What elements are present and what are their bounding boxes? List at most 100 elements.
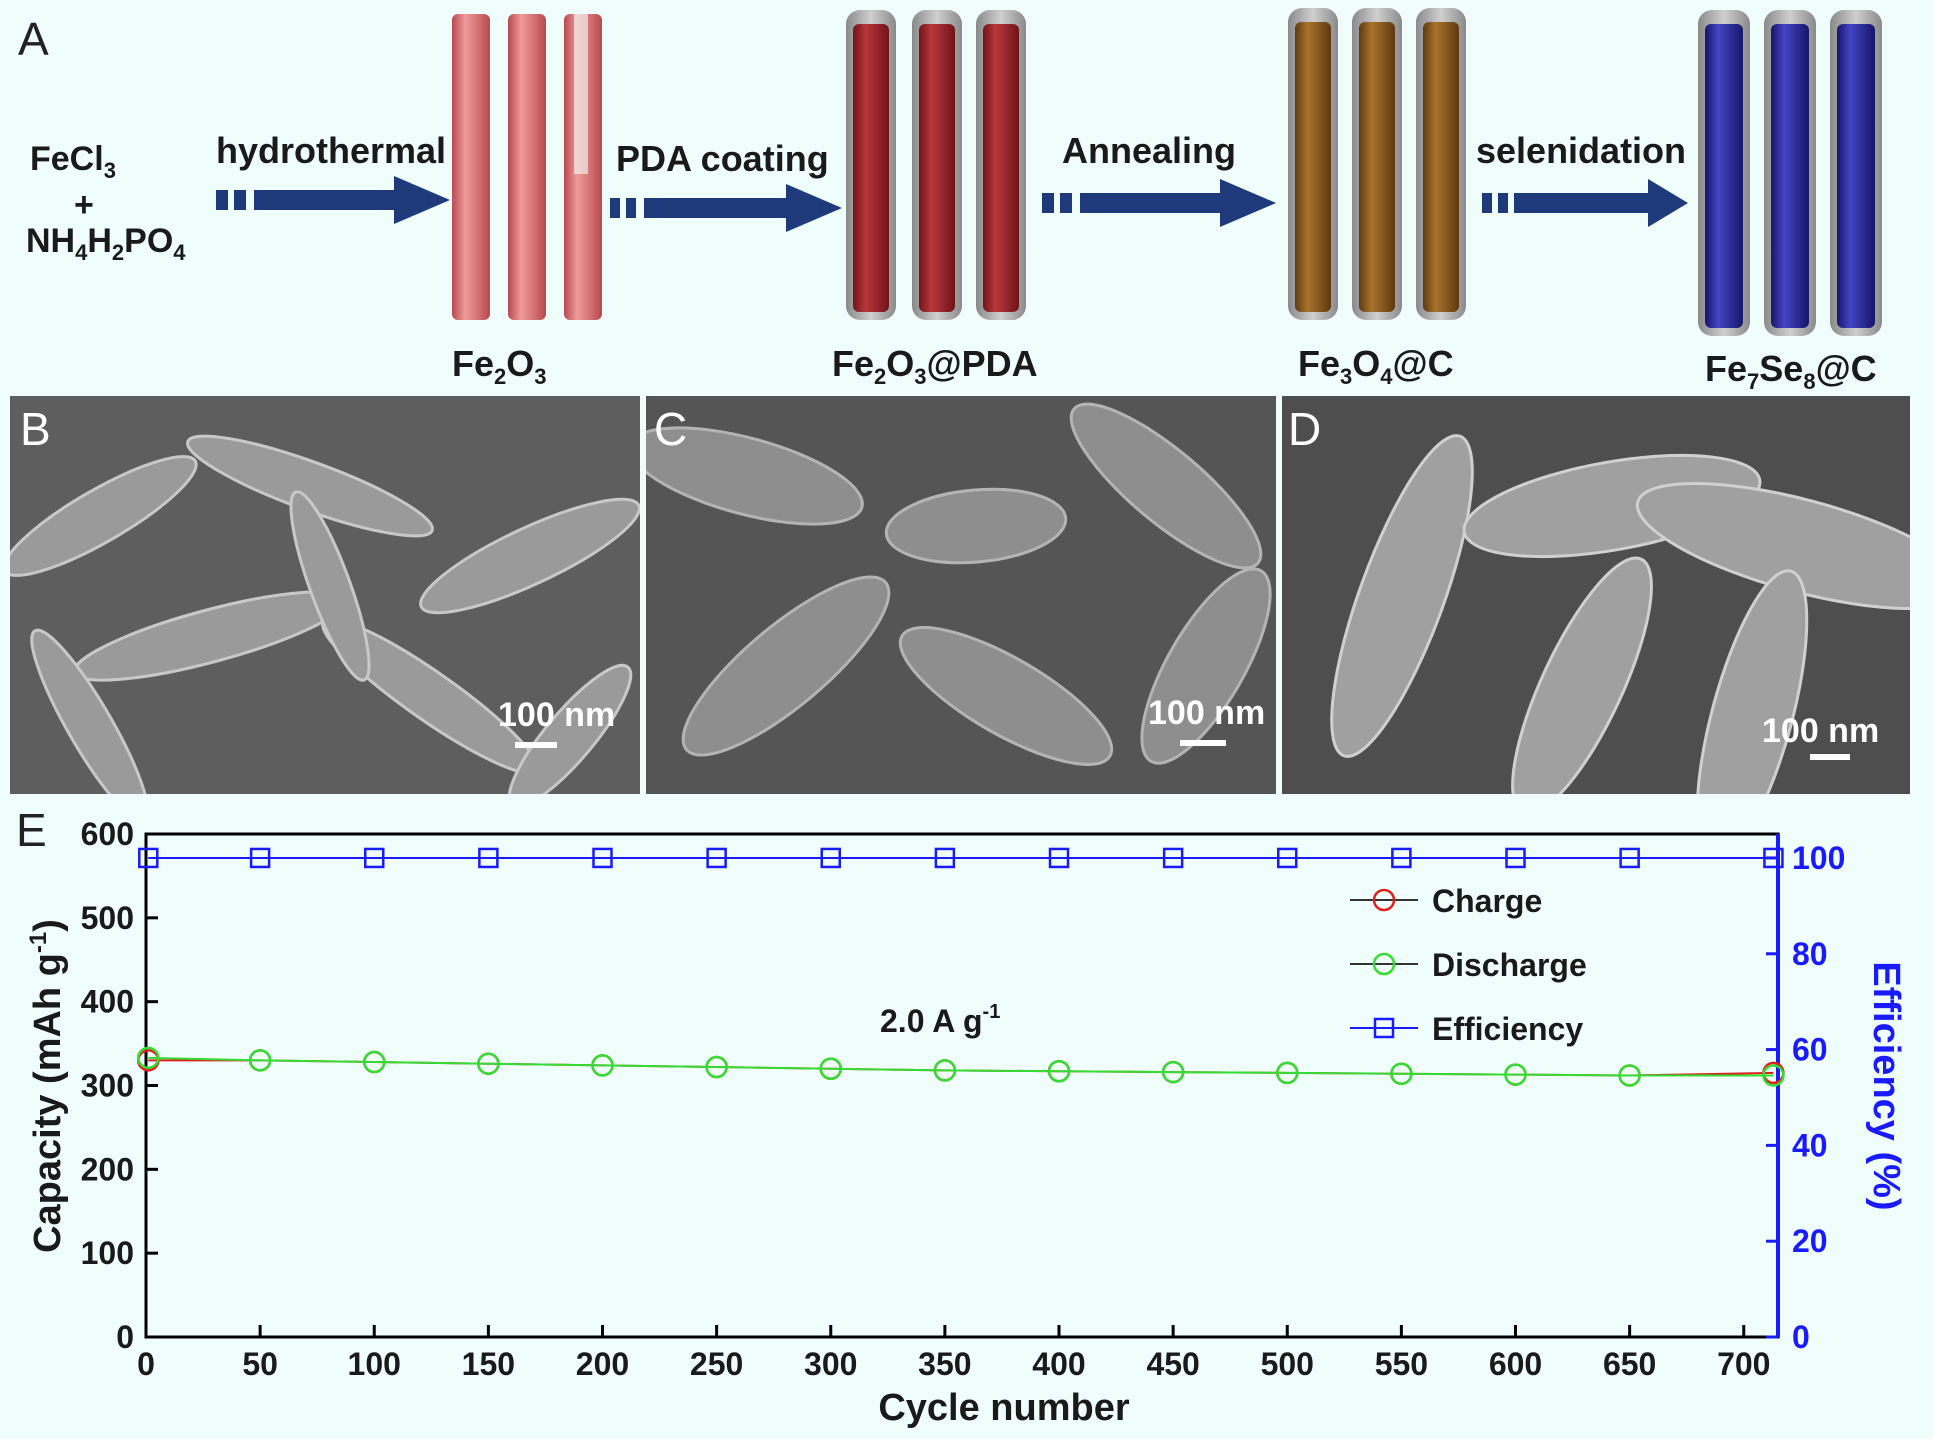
- sem-image-b: B 100 nm: [10, 396, 640, 794]
- data-point-efficiency: [820, 847, 842, 869]
- nh4h2po4-part1: NH: [26, 222, 76, 260]
- y-left-tick-label: 100: [81, 1235, 134, 1271]
- step-label-annealing: Annealing: [1062, 130, 1237, 171]
- x-tick-label: 100: [348, 1346, 401, 1382]
- y-left-label-sup: -1: [25, 932, 52, 953]
- precursor-fecl3-sub: 3: [103, 157, 116, 183]
- step-label-selenidation: selenidation: [1476, 130, 1687, 171]
- nh4h2po4-part2: H: [87, 222, 112, 260]
- sem-image-c: C 100 nm: [646, 396, 1276, 794]
- x-tick-label: 250: [690, 1346, 743, 1382]
- legend-marker-efficiency: [1373, 1017, 1395, 1039]
- fe3o4c-s2: 4: [1380, 364, 1393, 390]
- y-axis-label-left: Capacity (mAh g-1): [25, 919, 69, 1253]
- y-right-tick-label: 20: [1792, 1223, 1828, 1259]
- nh4h2po4-sub2: 2: [111, 239, 125, 265]
- data-point-discharge: [248, 1049, 272, 1072]
- fe2o3pda-s1: 2: [874, 364, 887, 390]
- y-left-tick-label: 400: [81, 984, 134, 1020]
- rods-fe2o3: [452, 14, 602, 320]
- fe2o3pda-s2: 3: [914, 364, 927, 390]
- data-point-discharge: [933, 1059, 957, 1082]
- precursor-fecl3: FeCl3: [30, 140, 116, 184]
- rods-fe2o3-pda: [846, 10, 1026, 320]
- y-left-tick-label: 0: [116, 1319, 134, 1355]
- x-tick-label: 450: [1146, 1346, 1199, 1382]
- panel-letter-c: C: [654, 403, 688, 455]
- legend-item-efficiency: Efficiency: [1350, 1011, 1583, 1047]
- nh4h2po4-sub1: 4: [75, 239, 88, 265]
- y-left-tick-label: 600: [81, 816, 134, 852]
- nh4h2po4-part3: PO: [124, 222, 174, 260]
- data-point-efficiency: [1391, 847, 1412, 869]
- annotation-main: 2.0 A g: [880, 1003, 983, 1039]
- product-label-fe2o3-pda: Fe2O3@PDA: [832, 343, 1038, 390]
- data-point-efficiency: [1048, 847, 1070, 869]
- x-tick-label: 50: [242, 1346, 278, 1382]
- data-point-efficiency: [138, 847, 159, 869]
- step-label-hydrothermal: hydrothermal: [216, 130, 447, 171]
- y-right-tick-label: 80: [1792, 936, 1828, 972]
- data-point-discharge: [1390, 1062, 1413, 1086]
- fe7se8c-p2: Se: [1759, 348, 1804, 389]
- annotation-sup: -1: [983, 1001, 1001, 1023]
- x-tick-label: 350: [918, 1346, 971, 1382]
- y-left-label-end: ): [27, 919, 69, 932]
- sem-texture-d: [1282, 396, 1910, 794]
- x-tick-label: 500: [1261, 1346, 1314, 1382]
- scale-bar-label-b: 100 nm: [498, 696, 616, 734]
- product-label-fe7se8-c: Fe7Se8@C: [1705, 348, 1877, 395]
- x-tick-label: 700: [1717, 1346, 1770, 1382]
- x-axis-label: Cycle number: [878, 1387, 1130, 1429]
- arrow-hydrothermal: [216, 176, 450, 224]
- y-left-label-main: Capacity (mAh g: [27, 953, 69, 1253]
- data-point-efficiency: [1763, 847, 1784, 869]
- legend-label-discharge: Discharge: [1432, 947, 1587, 983]
- scheme-graphics: [216, 8, 1882, 336]
- panel-letter-d: D: [1288, 403, 1322, 455]
- x-tick-label: 400: [1032, 1346, 1085, 1382]
- data-point-efficiency: [1277, 847, 1298, 869]
- precursor-nh4h2po4: NH4H2PO4: [26, 222, 186, 266]
- panel-letter-e: E: [16, 804, 47, 856]
- x-tick-label: 600: [1489, 1346, 1542, 1382]
- x-tick-label: 150: [462, 1346, 515, 1382]
- fe2o3pda-p1: Fe: [832, 343, 875, 384]
- data-point-discharge: [477, 1052, 500, 1075]
- cycling-chart: E 0 50 100 150 200 250 300 350 400 450 500 550 600 65…: [16, 804, 1907, 1429]
- arrow-pda-coating: [610, 184, 842, 232]
- fe2o3pda-p2: O: [886, 343, 915, 384]
- legend-item-discharge: Discharge: [1350, 947, 1587, 983]
- data-point-efficiency: [1619, 847, 1640, 869]
- data-point-efficiency: [364, 847, 385, 869]
- y-right-tick-label: 0: [1792, 1319, 1810, 1355]
- x-tick-label: 200: [576, 1346, 629, 1382]
- data-point-discharge: [705, 1055, 728, 1079]
- scale-bar-d: [1810, 754, 1850, 760]
- data-point-discharge: [1276, 1061, 1299, 1085]
- fe2o3pda-p3: @PDA: [926, 343, 1038, 384]
- data-point-discharge: [591, 1054, 614, 1077]
- data-point-efficiency: [1162, 847, 1184, 869]
- data-point-discharge: [819, 1057, 843, 1080]
- data-point-discharge: [1161, 1060, 1185, 1084]
- y-left-tick-label: 500: [81, 900, 134, 936]
- current-density-annotation: 2.0 A g-1: [880, 1001, 1000, 1039]
- data-point-discharge: [363, 1050, 386, 1074]
- fe2o3-s1: 2: [494, 364, 507, 390]
- data-point-discharge: [1504, 1063, 1527, 1086]
- data-point-discharge: [1047, 1059, 1071, 1083]
- fe2o3-s2: 3: [534, 364, 547, 390]
- series-marks: [137, 847, 1785, 1087]
- data-point-efficiency: [592, 847, 613, 869]
- legend-marker-discharge: [1372, 952, 1396, 976]
- data-point-efficiency: [706, 847, 727, 869]
- sem-texture-c: [646, 396, 1276, 794]
- data-point-discharge: [137, 1046, 160, 1070]
- sem-image-d: D 100 nm: [1282, 396, 1910, 794]
- product-label-fe2o3: Fe2O3: [452, 343, 547, 390]
- nh4h2po4-sub3: 4: [173, 239, 186, 265]
- step-label-pda-coating: PDA coating: [616, 138, 829, 179]
- data-point-efficiency: [934, 847, 956, 869]
- y-right-tick-label: 60: [1792, 1032, 1828, 1068]
